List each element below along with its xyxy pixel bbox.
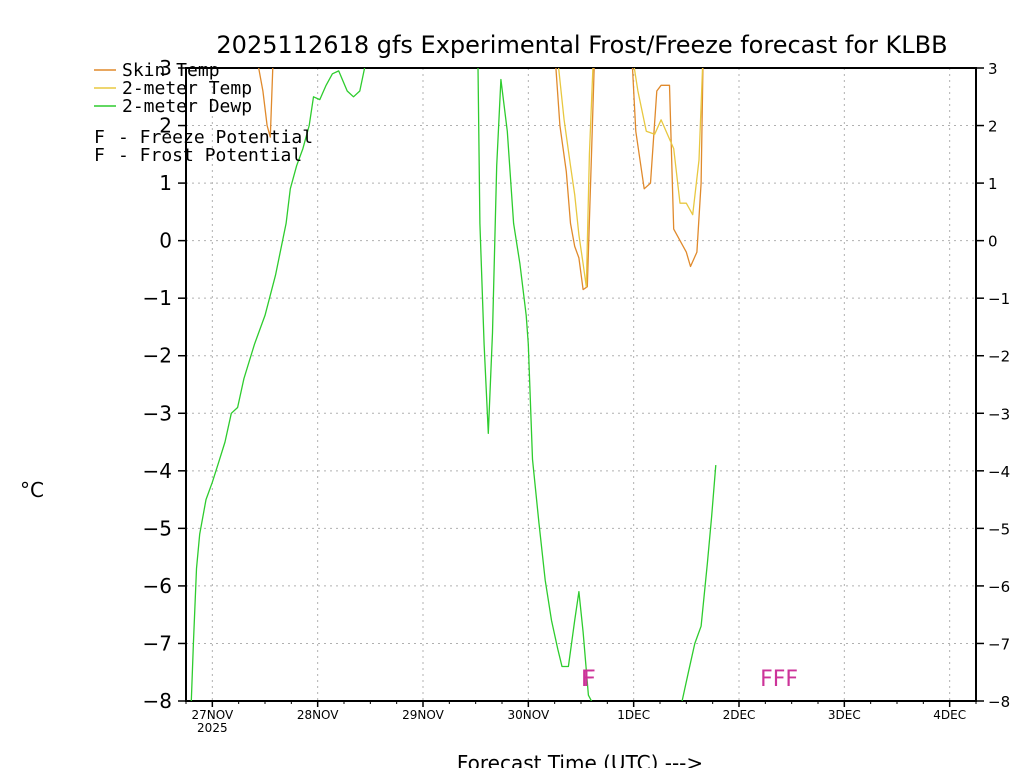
y-tick-label-right: −3	[988, 405, 1010, 423]
legend-label: 2-meter Dewp	[122, 96, 252, 117]
x-tick-label: 1DEC	[617, 708, 650, 722]
y-tick-label-right: 1	[988, 175, 998, 193]
series-line-2-meter-dewp	[681, 465, 717, 701]
x-tick-label: 2DEC	[723, 708, 756, 722]
y-tick-label-left: −2	[143, 344, 172, 368]
series-line-skin-temp	[631, 68, 704, 268]
freeze-potential-mark: F	[581, 667, 594, 692]
x-axis-label: Forecast Time (UTC) --->	[457, 751, 703, 768]
potential-legend-label: - Freeze Potential	[118, 127, 313, 148]
freeze-potential-mark: F	[583, 667, 596, 692]
y-tick-label-right: 0	[988, 233, 998, 251]
y-tick-label-left: −8	[143, 689, 172, 713]
series-line-2-meter-dewp	[477, 68, 593, 701]
y-tick-label-right: 3	[988, 60, 998, 78]
legend-label: 2-meter Temp	[122, 78, 252, 99]
axis-ticks: 3 3 2 2 1 1 0 0 −1 −1 −2 −2 −3 −3 −4 −4 −5 −5 −6 −6 −7 −7 −8 −8…	[143, 56, 1011, 735]
y-tick-label-right: −6	[988, 578, 1010, 596]
x-tick-label: 3DEC	[828, 708, 861, 722]
chart-title: 2025112618 gfs Experimental Frost/Freeze…	[216, 31, 947, 59]
x-year-label: 2025	[197, 721, 228, 735]
series-line-2-meter-temp	[557, 68, 594, 288]
series-lines	[190, 68, 717, 701]
x-tick-label: 29NOV	[402, 708, 444, 722]
y-tick-label-left: −1	[143, 286, 172, 310]
legend-label: Skin Temp	[122, 60, 220, 81]
y-axis-label: °C	[20, 478, 44, 502]
y-tick-label-left: −4	[143, 459, 172, 483]
y-tick-label-right: −8	[988, 693, 1010, 711]
y-tick-label-right: 2	[988, 118, 998, 136]
potential-marks: FF FFF	[581, 667, 798, 692]
y-tick-label-left: 2	[159, 114, 172, 138]
series-line-2-meter-temp	[633, 68, 704, 216]
y-tick-label-right: −2	[988, 348, 1010, 366]
series-line-skin-temp	[555, 68, 595, 291]
series-line-2-meter-dewp	[190, 68, 366, 701]
y-tick-label-left: −3	[143, 401, 172, 425]
y-tick-label-left: −5	[143, 516, 172, 540]
x-tick-label: 30NOV	[507, 708, 549, 722]
y-tick-label-left: 1	[159, 171, 172, 195]
y-tick-label-right: −5	[988, 520, 1010, 538]
y-tick-label-left: −7	[143, 631, 172, 655]
y-tick-label-left: 0	[159, 229, 172, 253]
y-tick-label-left: 3	[159, 56, 172, 80]
y-tick-label-right: −7	[988, 635, 1010, 653]
x-tick-label: 4DEC	[933, 708, 966, 722]
freeze-potential-mark: FFF	[760, 667, 798, 692]
y-tick-label-right: −1	[988, 290, 1010, 308]
y-tick-label-left: −6	[143, 574, 172, 598]
potential-legend-letter: F	[94, 145, 105, 166]
series-line-skin-temp	[258, 68, 274, 138]
potential-legend-letter: F	[94, 127, 105, 148]
x-tick-label: 28NOV	[297, 708, 339, 722]
x-tick-label: 27NOV	[191, 708, 233, 722]
y-tick-label-right: −4	[988, 463, 1010, 481]
potential-legend-label: - Frost Potential	[118, 145, 302, 166]
